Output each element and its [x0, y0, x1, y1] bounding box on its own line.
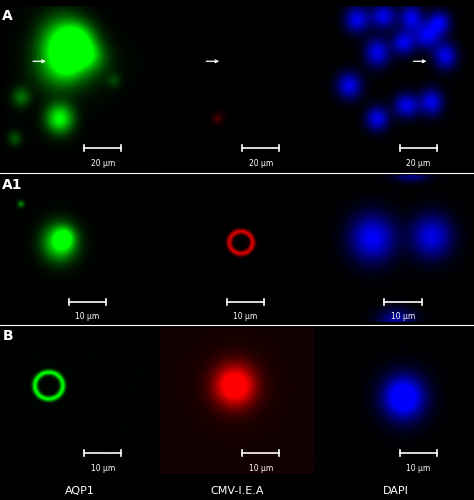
- Text: 10 μm: 10 μm: [75, 312, 100, 321]
- Text: DAPI: DAPI: [383, 486, 408, 496]
- Text: CMV-I.E.A: CMV-I.E.A: [211, 486, 264, 496]
- Text: A1: A1: [2, 178, 23, 192]
- Text: 10 μm: 10 μm: [406, 464, 430, 472]
- Text: B: B: [2, 329, 13, 343]
- Text: 10 μm: 10 μm: [391, 312, 415, 321]
- Text: 10 μm: 10 μm: [248, 464, 273, 472]
- Text: 20 μm: 20 μm: [406, 160, 430, 168]
- Text: 20 μm: 20 μm: [91, 160, 115, 168]
- Text: AQP1: AQP1: [64, 486, 95, 496]
- Text: 10 μm: 10 μm: [233, 312, 257, 321]
- Text: 10 μm: 10 μm: [91, 464, 115, 472]
- Text: 20 μm: 20 μm: [248, 160, 273, 168]
- Text: A: A: [2, 8, 13, 22]
